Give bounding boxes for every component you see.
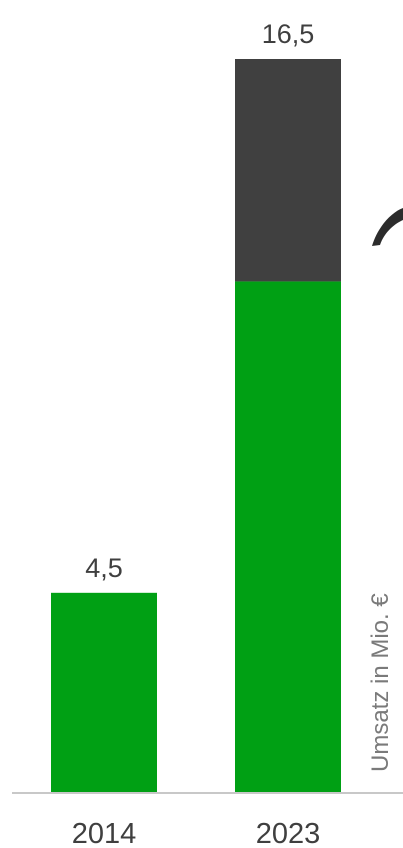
bars-group bbox=[51, 59, 341, 793]
bar-2023-segment-1 bbox=[235, 281, 341, 793]
bar-2014-segment-1 bbox=[51, 592, 157, 793]
bar-2023-segment-2 bbox=[235, 59, 341, 282]
y-axis-label: Umsatz in Mio. € bbox=[367, 593, 394, 772]
x-tick-labels-group: 2014 2023 bbox=[72, 818, 321, 848]
curved-arrow-icon bbox=[372, 208, 403, 246]
x-tick-2023: 2023 bbox=[256, 818, 321, 848]
value-labels-group: 4,5 16,5 bbox=[85, 19, 314, 583]
data-label-2014: 4,5 bbox=[85, 553, 123, 583]
x-tick-2014: 2014 bbox=[72, 818, 137, 848]
data-label-2023: 16,5 bbox=[262, 19, 315, 49]
